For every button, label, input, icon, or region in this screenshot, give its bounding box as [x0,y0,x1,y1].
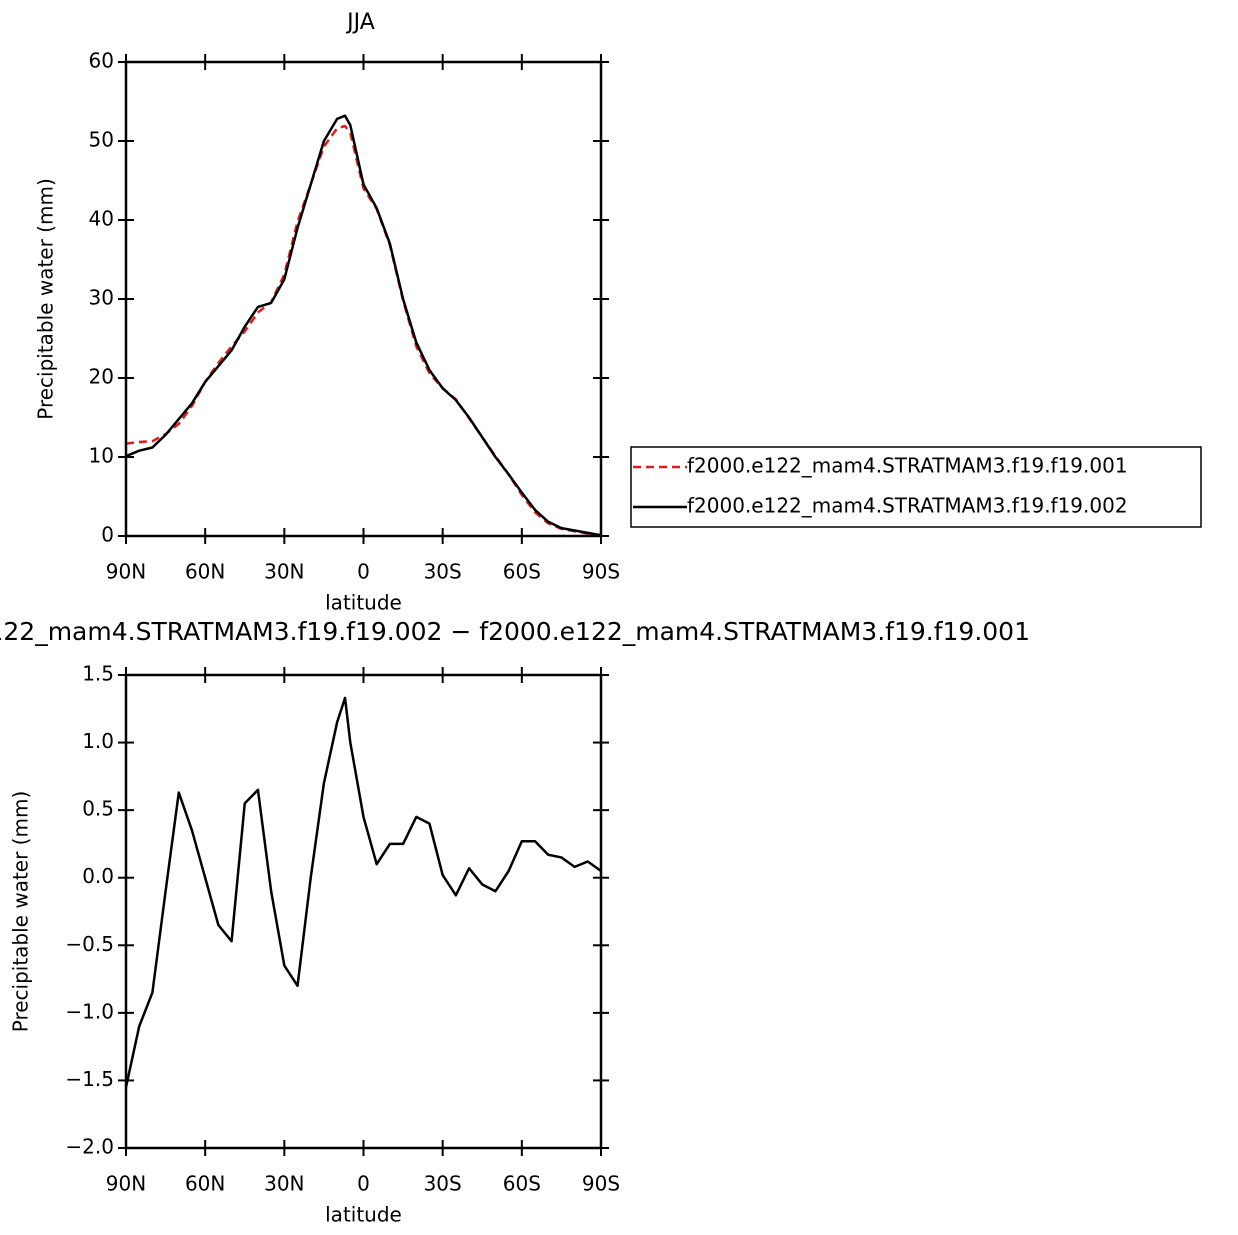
y-tick-label: 1.5 [82,662,114,686]
x-tick-label: 60S [503,1172,541,1196]
x-axis-label: latitude [325,1203,402,1227]
legend-box [630,446,1202,528]
data-line [125,114,602,537]
y-tick-label: 60 [89,49,114,73]
legend-label: f2000.e122_mam4.STRATMAM3.f19.f19.001 [687,454,1128,478]
x-axis-label: latitude [325,591,402,615]
data-line [124,696,602,1088]
x-tick-label: 90N [106,560,146,584]
plot-frame [124,673,603,1150]
y-tick-label: −1.5 [65,1067,114,1091]
y-tick-label: 0 [101,523,114,547]
y-tick-label: 1.0 [82,729,114,753]
y-tick-label: 30 [89,286,114,310]
y-axis-label: Precipitable water (mm) [9,791,33,1033]
x-tick-label: 60N [185,1172,225,1196]
data-line [125,124,602,537]
y-tick-label: 40 [89,207,114,231]
y-axis-label: Precipitable water (mm) [34,178,58,420]
x-tick-label: 30N [264,560,304,584]
x-tick-label: 60S [503,560,541,584]
y-tick-label: 20 [89,365,114,389]
y-tick-label: 10 [89,444,114,468]
x-tick-label: 60N [185,560,225,584]
plot-frame [124,60,603,538]
y-tick-label: 50 [89,128,114,152]
chart-title: f2000.e122_mam4.STRATMAM3.f19.f19.002 − … [0,617,1030,646]
x-tick-label: 30S [424,1172,462,1196]
x-tick-label: 90S [582,1172,620,1196]
y-tick-label: −2.0 [65,1135,114,1159]
x-tick-label: 90S [582,560,620,584]
y-tick-label: 0.5 [82,797,114,821]
y-tick-label: −0.5 [65,932,114,956]
y-tick-label: −1.0 [65,999,114,1023]
x-tick-label: 30N [264,1172,304,1196]
x-tick-label: 0 [357,1172,370,1196]
y-tick-label: 0.0 [82,864,114,888]
x-tick-label: 90N [106,1172,146,1196]
legend-label: f2000.e122_mam4.STRATMAM3.f19.f19.002 [687,494,1128,518]
chart-title: JJA [345,10,375,35]
x-tick-label: 30S [424,560,462,584]
x-tick-label: 0 [357,560,370,584]
